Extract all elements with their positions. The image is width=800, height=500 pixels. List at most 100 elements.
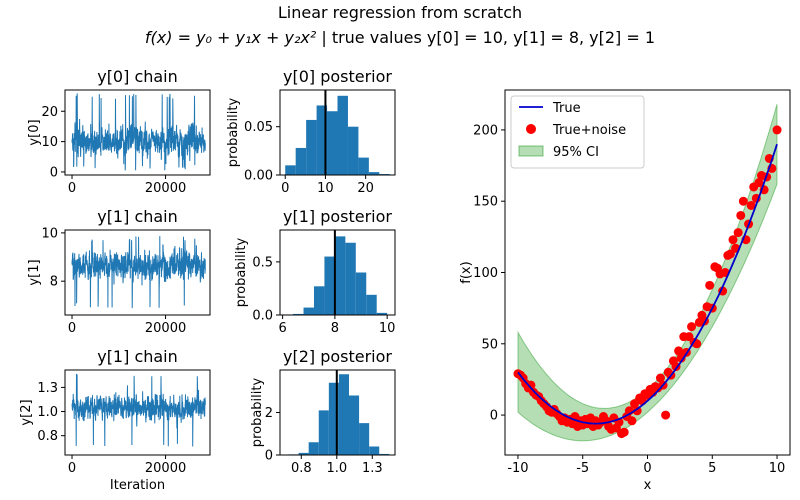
post0-bar-2 — [306, 119, 317, 175]
subplot-chain1: 0 20000 8 10 y[1] chain y[1] — [27, 207, 211, 336]
noise-point-83 — [728, 235, 738, 245]
post1-frame — [279, 229, 396, 316]
post2-bar-3 — [318, 410, 329, 455]
fit-ytick-label-3: 150 — [473, 195, 498, 210]
noise-point-67 — [687, 322, 697, 332]
post2-bar-7 — [359, 423, 370, 455]
figure-subtitle: f(x) = y₀ + y₁x + y₂x² | true values y[0… — [145, 28, 655, 47]
subplot-chain2: 0 20000 0.8 1.0 1.3 y[1] chain Iteration y[2] — [19, 347, 211, 493]
legend: True True+noise 95% CI — [510, 95, 645, 169]
subtitle-equation: f(x) = y₀ + y₁x + y₂x² — [145, 28, 317, 47]
post2-ytick-label-0: 0 — [265, 449, 273, 464]
post2-xtick-label-1: 1.0 — [326, 461, 347, 476]
post0-ylabel: probability — [226, 98, 241, 168]
noise-point-55 — [655, 373, 665, 383]
noise-point-85 — [733, 228, 743, 238]
noise-point-44 — [627, 416, 637, 426]
chain1-ytick-label-0: 8 — [50, 275, 58, 290]
chain0-frame — [64, 89, 211, 176]
chain2-frame — [64, 369, 211, 456]
post2-bar-6 — [349, 395, 360, 455]
post1-ytick-label-0: 0.0 — [252, 309, 273, 324]
subtitle-true-values: | true values y[0] = 10, y[1] = 8, y[2] … — [316, 28, 655, 47]
post1-bar-7 — [355, 272, 367, 315]
post0-xtick-label-0: 0 — [281, 181, 289, 196]
post0-bar-3 — [316, 105, 328, 175]
post1-bar-8 — [366, 294, 377, 315]
chain1-ylabel: y[1] — [27, 259, 42, 285]
chain0-title: y[0] chain — [97, 67, 178, 86]
post0-plot-area — [285, 90, 390, 175]
chain2-ytick-label-0: 0.8 — [37, 429, 58, 444]
fit-xtick-label-1: -5 — [576, 461, 589, 476]
post1-xtick-label-1: 8 — [331, 321, 339, 336]
legend-noise-label: True+noise — [552, 123, 626, 138]
subplot-chain0: 0 20000 0 10 20 y[0] chain y[0] — [27, 67, 211, 196]
post1-plot-area — [282, 230, 388, 315]
post0-bar-4 — [327, 111, 338, 175]
post1-bar-1 — [293, 313, 304, 315]
fit-ytick-label-4: 200 — [473, 123, 498, 138]
post1-xtick-label-2: 10 — [379, 321, 396, 336]
post0-title: y[0] posterior — [283, 67, 392, 86]
post2-bar-9 — [379, 453, 390, 455]
post1-ytick-label-1: 0.5 — [252, 255, 273, 270]
chain1-frame — [64, 229, 211, 316]
chain2-title: y[1] chain — [97, 347, 178, 366]
true-curve — [517, 143, 778, 425]
post2-bar-8 — [369, 446, 380, 455]
post1-bar-9 — [376, 312, 388, 315]
post2-plot-area — [288, 370, 390, 455]
fit-xtick-label-3: 5 — [708, 461, 716, 476]
chain0-ytick-label-2: 20 — [41, 105, 58, 120]
chain2-ytick-label-2: 1.3 — [37, 381, 58, 396]
post2-bar-1 — [298, 452, 309, 455]
post2-xtick-label-0: 0.8 — [291, 461, 312, 476]
post2-title: y[2] posterior — [283, 347, 392, 366]
fit-ytick-label-2: 100 — [473, 266, 498, 281]
noise-point-45 — [630, 399, 640, 409]
noise-point-93 — [754, 178, 764, 188]
legend-ci-label: 95% CI — [553, 145, 599, 160]
figure-title: Linear regression from scratch — [278, 3, 522, 22]
fit-xlabel: x — [644, 478, 652, 493]
chain2-trace-line — [71, 373, 206, 447]
subplot-post0: 0 10 20 0.00 0.05 y[0] posterior probability — [226, 67, 396, 196]
post0-bar-7 — [358, 157, 369, 175]
legend-ci-swatch — [518, 145, 544, 157]
post0-bar-0 — [285, 165, 296, 175]
noise-point-82 — [725, 249, 735, 259]
noise-point-66 — [684, 332, 694, 342]
chain0-plot-area — [71, 93, 206, 171]
noise-point-5 — [526, 380, 536, 390]
fit-ytick-label-0: 0 — [490, 409, 498, 424]
noise-point-62 — [674, 346, 684, 356]
chain0-ylabel: y[0] — [27, 119, 42, 145]
post1-title: y[1] posterior — [283, 207, 392, 226]
subplot-post2: 0.8 1.0 1.3 0 2 y[2] posterior probability — [250, 347, 396, 476]
noise-point-86 — [736, 210, 746, 220]
fit-xtick-label-0: -10 — [507, 461, 528, 476]
legend-true-label: True — [552, 101, 581, 116]
chain2-ylabel: y[2] — [19, 399, 34, 425]
chain0-trace-line — [71, 93, 206, 171]
post1-bar-6 — [345, 242, 356, 315]
post2-xtick-label-2: 1.3 — [362, 461, 383, 476]
noise-point-74 — [705, 280, 715, 290]
chain1-xtick-label-1: 20000 — [145, 321, 186, 336]
noise-point-90 — [746, 200, 756, 210]
noise-point-63 — [676, 353, 686, 363]
chain2-xlabel: Iteration — [110, 478, 165, 493]
post2-bar-2 — [308, 442, 319, 455]
fit-xtick-label-4: 10 — [769, 461, 786, 476]
chain2-ytick-label-1: 1.0 — [37, 405, 58, 420]
post0-xtick-label-2: 20 — [357, 181, 374, 196]
noise-point-99 — [772, 125, 782, 135]
fit-xtick-label-2: 0 — [643, 461, 651, 476]
post1-bar-3 — [313, 286, 325, 315]
post2-bar-4 — [328, 382, 339, 455]
post2-ylabel: probability — [250, 378, 265, 448]
